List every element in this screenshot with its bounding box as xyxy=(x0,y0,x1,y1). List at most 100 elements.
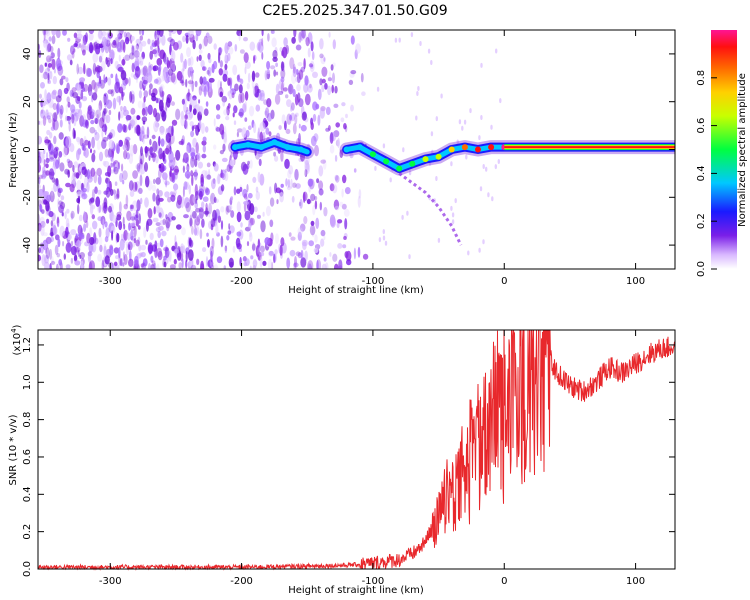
noise-speck xyxy=(192,95,197,101)
noise-speck xyxy=(155,205,160,214)
noise-speck xyxy=(55,177,59,187)
noise-speck xyxy=(321,66,328,78)
noise-speck xyxy=(133,50,140,58)
noise-speck xyxy=(173,258,177,265)
noise-speck xyxy=(128,258,134,267)
noise-speck xyxy=(259,89,265,102)
noise-speck xyxy=(54,244,59,255)
noise-speck xyxy=(134,181,138,191)
noise-speck xyxy=(205,202,208,211)
noise-speck xyxy=(317,88,322,101)
ridge-point xyxy=(409,160,416,167)
noise-speck xyxy=(328,125,331,131)
noise-speck xyxy=(264,70,268,81)
noise-speck xyxy=(149,232,154,241)
noise-speck xyxy=(158,75,164,83)
noise-speck xyxy=(293,63,296,74)
noise-speck xyxy=(118,30,124,36)
noise-speck xyxy=(50,260,56,265)
y-tick-label: 20 xyxy=(22,95,33,108)
noise-speck xyxy=(85,45,89,51)
noise-speck xyxy=(51,30,57,36)
noise-speck xyxy=(249,159,253,169)
noise-speck xyxy=(48,157,55,162)
noise-speck xyxy=(231,92,235,99)
noise-speck xyxy=(103,243,107,255)
noise-speck xyxy=(302,191,306,203)
ridge-point xyxy=(488,144,495,151)
noise-speck xyxy=(288,232,292,237)
noise-speck xyxy=(191,80,194,92)
noise-speck xyxy=(99,75,102,85)
noise-speck xyxy=(192,108,197,116)
noise-speck xyxy=(236,231,242,237)
noise-speck xyxy=(141,125,145,135)
noise-speck xyxy=(134,255,139,267)
noise-speck xyxy=(450,161,453,167)
noise-speck xyxy=(59,162,65,172)
noise-speck xyxy=(292,66,297,78)
noise-speck xyxy=(77,138,81,145)
noise-speck xyxy=(88,32,94,41)
noise-speck xyxy=(189,210,194,215)
noise-speck xyxy=(278,125,282,130)
noise-speck xyxy=(112,214,117,223)
noise-speck xyxy=(248,222,252,229)
noise-speck xyxy=(130,72,135,78)
noise-speck xyxy=(165,221,170,232)
noise-speck xyxy=(90,167,96,177)
noise-speck xyxy=(71,50,75,59)
noise-speck xyxy=(303,216,308,225)
noise-speck xyxy=(136,199,141,212)
noise-speck xyxy=(40,224,45,237)
noise-speck xyxy=(88,198,95,204)
noise-speck xyxy=(211,63,215,74)
noise-speck xyxy=(127,232,131,241)
noise-speck xyxy=(197,111,203,122)
noise-speck xyxy=(463,119,467,125)
noise-speck xyxy=(45,41,52,53)
noise-speck xyxy=(419,41,422,46)
noise-speck xyxy=(114,181,118,186)
noise-speck xyxy=(67,118,71,125)
noise-speck xyxy=(122,170,128,181)
noise-speck xyxy=(340,117,345,123)
noise-speck xyxy=(289,114,293,121)
noise-speck xyxy=(121,58,126,66)
noise-speck xyxy=(206,162,211,168)
noise-speck xyxy=(73,48,76,53)
noise-speck xyxy=(153,206,156,215)
noise-speck xyxy=(70,213,74,220)
noise-speck xyxy=(124,77,129,85)
noise-speck xyxy=(298,201,302,207)
noise-speck xyxy=(214,212,219,221)
noise-speck xyxy=(259,173,265,186)
noise-speck xyxy=(166,97,171,108)
noise-speck xyxy=(73,161,79,168)
noise-speck xyxy=(256,89,261,94)
noise-speck xyxy=(287,83,294,95)
noise-speck xyxy=(127,241,133,251)
noise-speck xyxy=(334,154,338,162)
noise-speck xyxy=(41,153,46,159)
noise-speck xyxy=(144,162,148,172)
noise-speck xyxy=(339,201,344,207)
noise-speck xyxy=(164,59,168,65)
noise-speck xyxy=(133,225,137,237)
noise-speck xyxy=(91,92,98,101)
noise-speck xyxy=(115,73,118,85)
noise-speck xyxy=(198,119,202,130)
noise-speck xyxy=(198,86,202,91)
noise-speck xyxy=(244,91,249,101)
noise-speck xyxy=(202,38,205,50)
noise-speck xyxy=(156,242,161,248)
noise-speck xyxy=(149,146,153,156)
y-tick-label: 0 xyxy=(22,146,33,152)
noise-speck xyxy=(59,119,63,128)
noise-speck xyxy=(156,188,160,195)
noise-speck xyxy=(123,229,128,241)
noise-speck xyxy=(77,204,80,215)
noise-speck xyxy=(478,247,481,253)
noise-speck xyxy=(185,109,191,115)
noise-speck xyxy=(480,62,483,68)
